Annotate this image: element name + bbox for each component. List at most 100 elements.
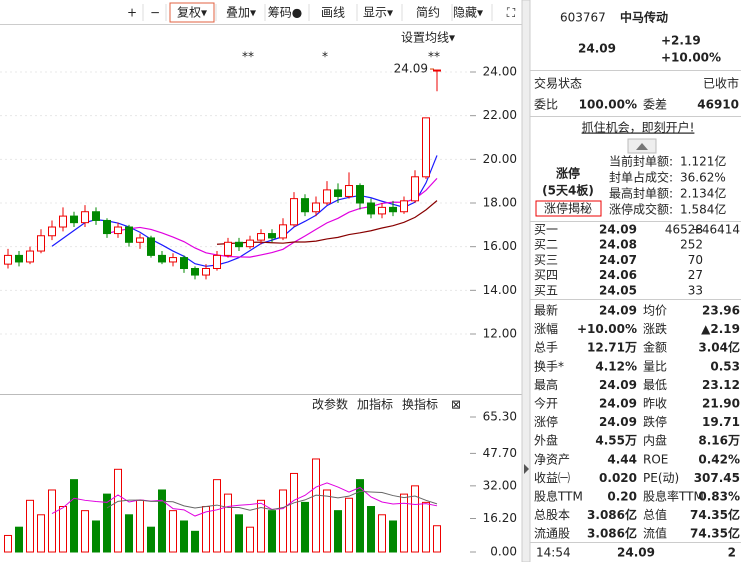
price: 24.09 <box>578 42 616 56</box>
volume-bar <box>224 493 232 553</box>
bid-volume: 27 <box>688 268 703 282</box>
candle-body <box>224 241 232 256</box>
y-tick-label: 14.00 <box>483 283 517 297</box>
stat-value: 4.12% <box>595 359 637 373</box>
volume-bar <box>37 514 45 553</box>
bid-volume: 33 <box>688 283 703 297</box>
volume-bar <box>312 458 320 553</box>
stat-label: 涨幅 <box>534 321 558 336</box>
volume-bar <box>334 510 342 553</box>
volume-bar <box>59 506 67 553</box>
candle-body <box>136 237 144 243</box>
bid-price: 24.05 <box>599 283 637 297</box>
stat-label: 股息率TTM <box>643 489 704 504</box>
toolbar-button[interactable]: 筹码● <box>268 6 302 20</box>
toolbar-button[interactable]: 隐藏▾ <box>453 6 483 20</box>
stat-label: 流值 <box>643 526 667 541</box>
stat-label: 总股本 <box>534 508 570 522</box>
candle-body <box>202 268 210 276</box>
stat-value: 12.71万 <box>587 341 637 355</box>
candle-body <box>4 254 12 265</box>
toolbar-button-active[interactable] <box>169 2 215 23</box>
stat-value: 21.90 <box>702 397 740 411</box>
volume-bar <box>433 525 441 553</box>
stat-label: ROE <box>643 452 668 466</box>
volume-bar <box>367 506 375 553</box>
candle-body <box>378 206 386 215</box>
toolbar-button[interactable]: ⛶ <box>506 6 516 20</box>
candle-body <box>59 215 67 228</box>
y-tick-label: 18.00 <box>483 196 517 210</box>
v-tick-label: 47.70 <box>483 446 517 460</box>
bid-volume: 70 <box>688 253 703 267</box>
v-tick-label: 65.30 <box>483 410 517 424</box>
stat-label: 涨停 <box>534 414 558 429</box>
ma-settings[interactable]: 设置均线▾ <box>401 31 455 45</box>
bid-price: 24.06 <box>599 268 637 282</box>
candle-body <box>334 189 342 197</box>
volume-average <box>106 490 438 511</box>
label: 交易状态 <box>534 76 582 91</box>
toolbar-button[interactable]: 画线 <box>321 6 345 20</box>
toolbar-button[interactable]: + <box>127 6 137 20</box>
bid-label: 买三 <box>534 253 558 267</box>
v-tick-label: 16.20 <box>483 511 517 525</box>
bid-label: 买二 <box>534 238 558 252</box>
volume-bar <box>15 526 23 553</box>
stat-value: 74.35亿 <box>690 507 740 522</box>
candle-body <box>235 241 243 248</box>
open-account-link[interactable]: 抓住机会，即刻开户! <box>582 120 695 135</box>
toolbar-button[interactable]: 复权▾ <box>177 6 207 20</box>
stat-value: 4.44 <box>607 452 637 466</box>
candle-body <box>433 69 441 72</box>
volume-bar <box>125 514 133 553</box>
limit-button[interactable]: 涨停揭秘 <box>544 201 592 216</box>
bid-change: +46414 <box>692 223 740 237</box>
status: 已收市 <box>703 76 739 91</box>
stat-value: 4.55万 <box>595 434 637 448</box>
splitter-arrow[interactable] <box>524 464 529 474</box>
change-pct: +10.00% <box>661 51 721 65</box>
v-tick-label: 0.00 <box>490 545 517 559</box>
stat-value: 0.20 <box>607 490 637 504</box>
indicator-button[interactable]: 改参数 <box>312 397 348 412</box>
stat-value: 24.09 <box>599 304 637 318</box>
stat-label: 最新 <box>534 303 558 318</box>
stat-label: 跌停 <box>643 414 667 429</box>
indicator-button[interactable]: 换指标 <box>402 397 438 412</box>
indicator-button[interactable]: ⊠ <box>451 398 461 412</box>
stat-value: 19.71 <box>702 415 740 429</box>
volume-bar <box>26 499 34 553</box>
volume-bar <box>158 489 166 553</box>
volume-bar <box>257 499 265 553</box>
volume-bar <box>268 510 276 553</box>
toolbar-button[interactable]: 显示▾ <box>363 6 393 20</box>
indicator-button[interactable]: 加指标 <box>357 397 393 412</box>
collapse-icon[interactable] <box>636 143 648 150</box>
bid-volume: 252 <box>680 238 703 252</box>
stat-label: 金额 <box>643 340 667 355</box>
stat-value: 3.04亿 <box>698 340 740 355</box>
stat-label: 外盘 <box>534 433 558 448</box>
stat-label: 收益㈠ <box>534 471 570 485</box>
stat-value: 23.12 <box>702 378 740 392</box>
volume-bar <box>147 526 155 553</box>
toolbar-button[interactable]: − <box>150 6 160 20</box>
toolbar-button[interactable]: 叠加▾ <box>226 6 256 20</box>
volume-bar <box>169 510 177 553</box>
limit-button-box[interactable] <box>535 200 602 217</box>
last-price-label: 24.09 <box>394 62 428 76</box>
y-tick-label: 16.00 <box>483 239 517 253</box>
y-tick-label: 24.00 <box>483 65 517 79</box>
stat-label: 最高 <box>534 377 558 392</box>
toolbar-button[interactable]: 简约 <box>416 5 440 20</box>
candle-body <box>147 237 155 256</box>
candle-body <box>290 198 298 226</box>
splitter[interactable] <box>521 0 531 562</box>
candle-body <box>169 257 177 263</box>
volume-bar <box>356 479 364 553</box>
stat-value: 23.96 <box>702 304 740 318</box>
volume-bar <box>378 514 386 553</box>
volume-bar <box>323 489 331 553</box>
v-tick-label: 32.00 <box>483 478 517 492</box>
